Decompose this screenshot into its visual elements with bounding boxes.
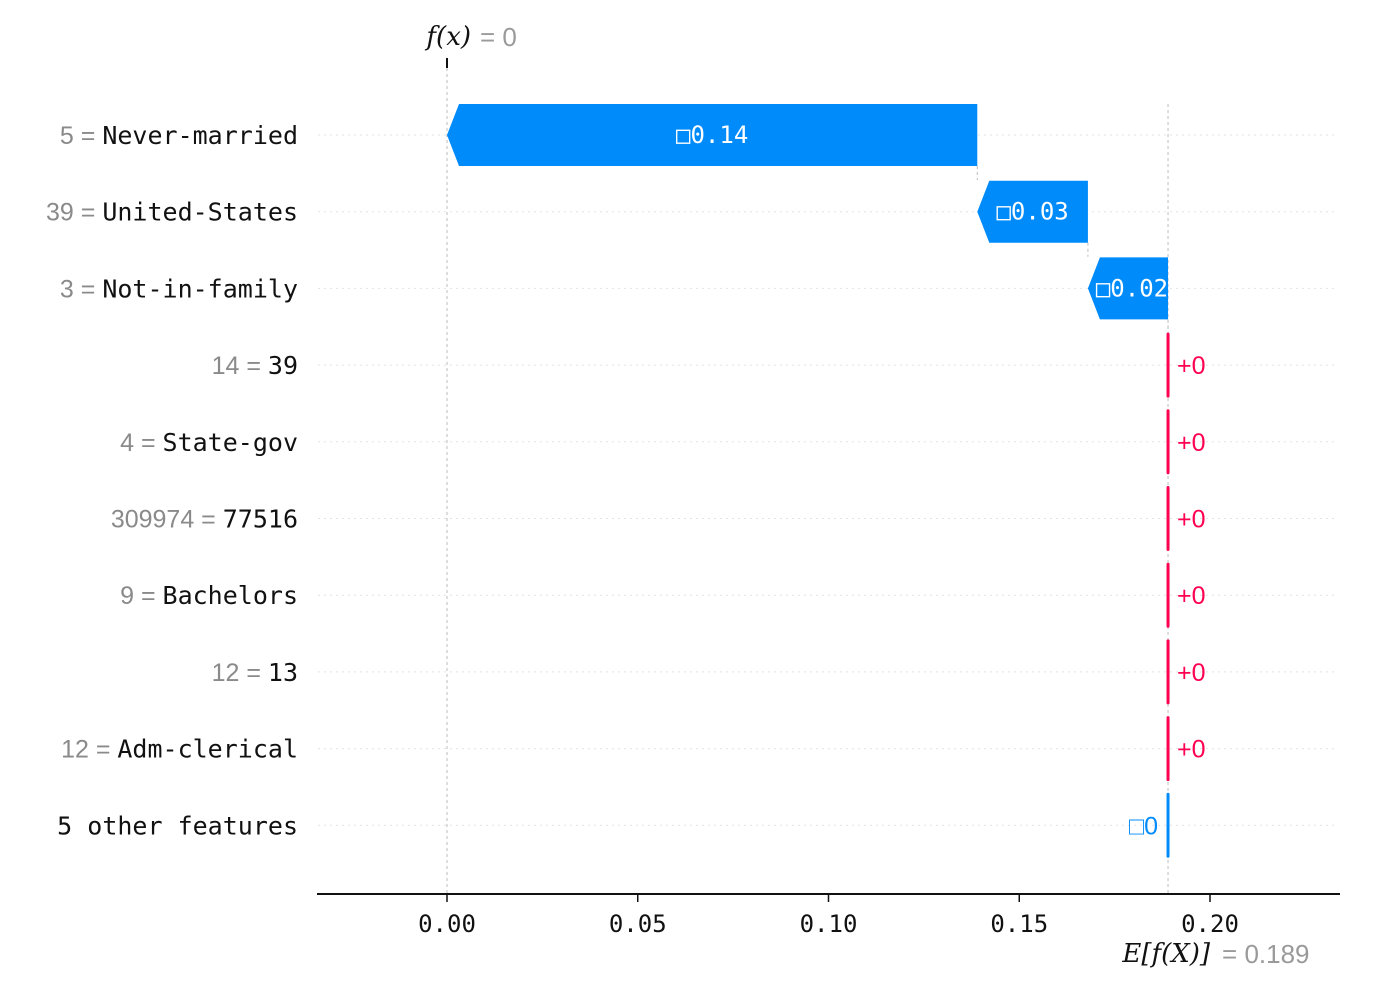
grid-layer [318,62,1338,894]
x-axis: 0.00 0.05 0.10 0.15 0.20 [317,893,1340,938]
feature-bar-value: □0.14 [676,121,748,149]
feature-label: 3 = Not-in-family [60,274,298,303]
feature-bar-value: +0 [1177,582,1206,610]
annotations: f(x) = 0 E[f(X)] = 0.189 [424,22,1309,969]
feature-bar [1087,257,1169,320]
feature-bar-value: +0 [1177,659,1206,687]
feature-label: 5 = Never-married [60,121,298,150]
feature-bar-value: □0.03 [996,198,1068,226]
base-value-label: E[f(X)] [1121,939,1211,969]
feature-label: 309974 = 77516 [111,505,298,534]
output-value-equals: = 0 [480,22,517,52]
feature-bar-value: +0 [1177,736,1206,764]
feature-bar [977,180,1088,243]
x-tick-label: 0.20 [1181,910,1239,938]
feature-label: 5 other features [57,811,298,840]
feature-bar-value: +0 [1177,352,1206,380]
feature-bar-value: □0.02 [1096,274,1168,302]
feature-label: 39 = United-States [46,198,298,227]
bar-layer [447,104,1170,858]
feature-label: 4 = State-gov [120,428,298,457]
feature-bar-value: +0 [1177,506,1206,534]
feature-bar-value: □0 [1129,812,1158,840]
feature-label: 9 = Bachelors [120,581,298,610]
output-value-label: f(x) [424,22,471,52]
feature-label: 12 = 13 [212,658,298,687]
x-tick-label: 0.10 [800,910,858,938]
feature-bar [447,104,978,166]
feature-label: 12 = Adm-clerical [61,735,298,764]
label-layer: 5 = Never-married □0.14 39 = United-States… [46,121,1206,840]
x-tick-label: 0.00 [418,910,476,938]
feature-label: 14 = 39 [212,351,298,380]
base-value-equals: = 0.189 [1222,939,1309,969]
x-tick-label: 0.05 [609,910,667,938]
feature-bar-value: +0 [1177,429,1206,457]
x-tick-label: 0.15 [990,910,1048,938]
